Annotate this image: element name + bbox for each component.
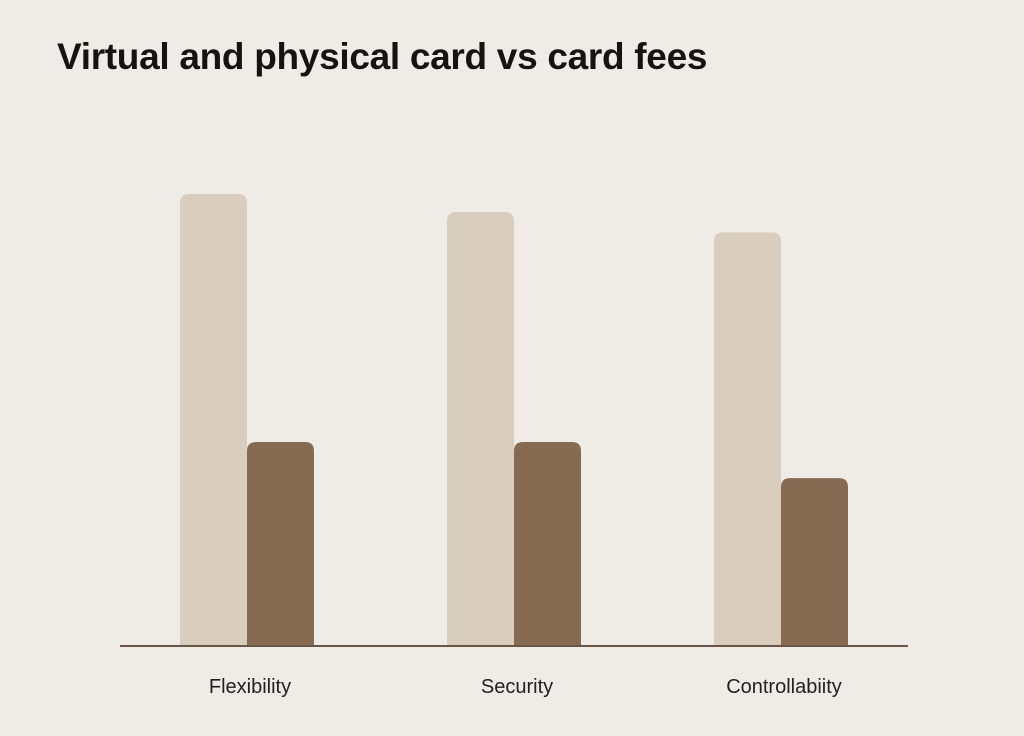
- bar-security-series-2: [514, 442, 581, 645]
- bar-flexibility-series-2: [247, 442, 314, 645]
- bar-controllabiity-series-1: [714, 232, 781, 645]
- bar-controllabiity-series-2: [781, 478, 848, 645]
- chart-title: Virtual and physical card vs card fees: [57, 36, 708, 77]
- x-tick-label-security: Security: [481, 676, 553, 698]
- x-tick-label-flexibility: Flexibility: [209, 676, 291, 698]
- bar-security-series-1: [447, 212, 514, 646]
- x-tick-label-controllabiity: Controllabiity: [726, 676, 842, 698]
- bar-flexibility-series-1: [180, 194, 247, 645]
- x-tick-labels: Flexibility Security Controllabiity: [209, 676, 842, 698]
- bars-group: [180, 194, 848, 646]
